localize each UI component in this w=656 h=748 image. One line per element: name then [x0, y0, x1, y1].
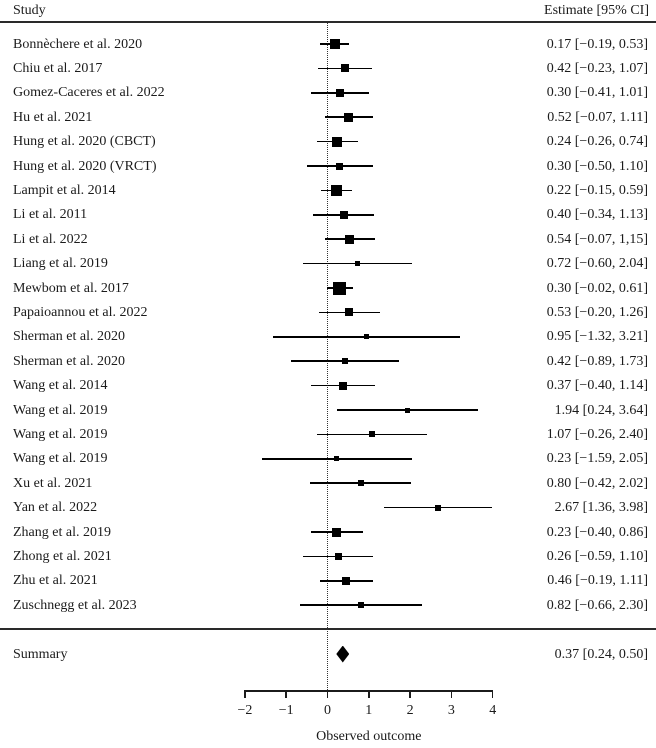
point-marker [340, 64, 349, 73]
point-marker [336, 162, 344, 170]
estimate-column-header: Estimate [95% CI] [544, 3, 649, 18]
summary-divider [0, 628, 656, 630]
header-divider [0, 21, 656, 23]
point-marker [354, 261, 360, 267]
estimate-text: 0.23 [−0.40, 0.86] [546, 524, 648, 540]
estimate-text: 0.80 [−0.42, 2.02] [546, 475, 648, 491]
x-axis-tick [450, 690, 453, 698]
point-marker [357, 480, 364, 487]
x-axis-tick [326, 690, 329, 698]
estimate-text: 0.40 [−0.34, 1.13] [546, 207, 648, 223]
study-label: Bonnèchere et al. 2020 [13, 36, 143, 52]
x-axis-tick [409, 690, 411, 698]
x-axis-tick [368, 690, 370, 698]
study-label: Hu et al. 2021 [13, 109, 93, 125]
point-marker [333, 281, 347, 295]
study-label: Zhang et al. 2019 [13, 524, 111, 540]
study-label: Mewbom et al. 2017 [13, 280, 129, 296]
study-label: Hung et al. 2020 (CBCT) [13, 134, 156, 150]
study-label: Li et al. 2022 [13, 231, 88, 247]
x-axis-label: Observed outcome [316, 729, 422, 744]
estimate-text: 0.82 [−0.66, 2.30] [546, 597, 648, 613]
point-marker [341, 358, 348, 365]
estimate-text: 1.94 [0.24, 3.64] [554, 402, 648, 418]
estimate-text: 0.22 [−0.15, 0.59] [546, 182, 648, 198]
x-axis-tick-label: −2 [237, 703, 253, 718]
point-marker [338, 381, 347, 390]
study-label: Wang et al. 2014 [13, 378, 108, 394]
estimate-text: 0.30 [−0.02, 0.61] [546, 280, 648, 296]
estimate-text: 0.30 [−0.50, 1.10] [546, 158, 648, 174]
point-marker [332, 136, 343, 147]
estimate-text: 0.72 [−0.60, 2.04] [546, 256, 648, 272]
study-label: Papaioannou et al. 2022 [13, 304, 148, 320]
point-marker [335, 88, 344, 97]
point-marker [434, 504, 441, 511]
estimate-text: 0.42 [−0.23, 1.07] [546, 60, 648, 76]
x-axis-tick-label: 2 [406, 703, 414, 718]
study-label: Wang et al. 2019 [13, 451, 108, 467]
estimate-text: 0.52 [−0.07, 1.11] [547, 109, 648, 125]
point-marker [344, 112, 354, 122]
study-label: Zhong et al. 2021 [13, 548, 112, 564]
point-marker [329, 39, 340, 49]
estimate-text: 0.26 [−0.59, 1.10] [546, 548, 648, 564]
estimate-text: 0.24 [−0.26, 0.74] [546, 134, 648, 150]
study-label: Yan et al. 2022 [13, 500, 98, 516]
x-axis-tick-label: −1 [278, 703, 294, 718]
estimate-text: 0.95 [−1.32, 3.21] [546, 329, 648, 345]
estimate-text: 2.67 [1.36, 3.98] [554, 500, 648, 516]
estimate-text: 0.23 [−1.59, 2.05] [546, 451, 648, 467]
estimate-text: 0.30 [−0.41, 1.01] [546, 85, 648, 101]
study-label: Wang et al. 2019 [13, 426, 108, 442]
point-marker [345, 308, 354, 317]
point-marker [332, 527, 342, 537]
study-label: Liang et al. 2019 [13, 256, 108, 272]
point-marker [331, 184, 343, 196]
estimate-text: 0.54 [−0.07, 1,15] [546, 231, 648, 247]
estimate-text: 0.37 [−0.40, 1.14] [546, 378, 648, 394]
summary-diamond [336, 645, 350, 663]
estimate-text: 0.46 [−0.19, 1.11] [547, 573, 648, 589]
point-marker [342, 576, 351, 585]
point-marker [340, 210, 349, 219]
x-axis-tick [244, 690, 246, 698]
x-axis-tick [491, 690, 494, 698]
study-label: Zhu et al. 2021 [13, 573, 98, 589]
point-marker [345, 234, 355, 244]
x-axis-tick-label: 4 [489, 703, 497, 718]
study-column-header: Study [13, 3, 46, 18]
study-label: Chiu et al. 2017 [13, 60, 103, 76]
summary-label: Summary [13, 646, 68, 662]
x-axis-tick-label: 0 [324, 703, 331, 718]
estimate-text: 0.53 [−0.20, 1.26] [546, 304, 648, 320]
x-axis-tick-label: 1 [365, 703, 373, 718]
study-label: Hung et al. 2020 (VRCT) [13, 158, 157, 174]
point-marker [334, 552, 342, 560]
summary-estimate: 0.37 [0.24, 0.50] [554, 646, 648, 662]
point-marker [358, 602, 365, 609]
x-axis-tick [285, 690, 287, 698]
zero-reference-line [326, 23, 328, 690]
study-label: Sherman et al. 2020 [13, 353, 125, 369]
study-label: Lampit et al. 2014 [13, 182, 116, 198]
estimate-text: 1.07 [−0.26, 2.40] [546, 426, 648, 442]
study-label: Zuschnegg et al. 2023 [13, 597, 137, 613]
point-marker [364, 334, 370, 340]
study-label: Wang et al. 2019 [13, 402, 108, 418]
study-label: Sherman et al. 2020 [13, 329, 125, 345]
study-label: Li et al. 2011 [13, 207, 88, 223]
estimate-text: 0.42 [−0.89, 1.73] [546, 353, 648, 369]
study-label: Gomez-Caceres et al. 2022 [13, 85, 165, 101]
study-label: Xu et al. 2021 [13, 475, 93, 491]
point-marker [368, 431, 375, 438]
point-marker [334, 456, 340, 462]
x-axis-tick-label: 3 [447, 703, 455, 718]
point-marker [405, 407, 411, 413]
estimate-text: 0.17 [−0.19, 0.53] [546, 36, 648, 52]
